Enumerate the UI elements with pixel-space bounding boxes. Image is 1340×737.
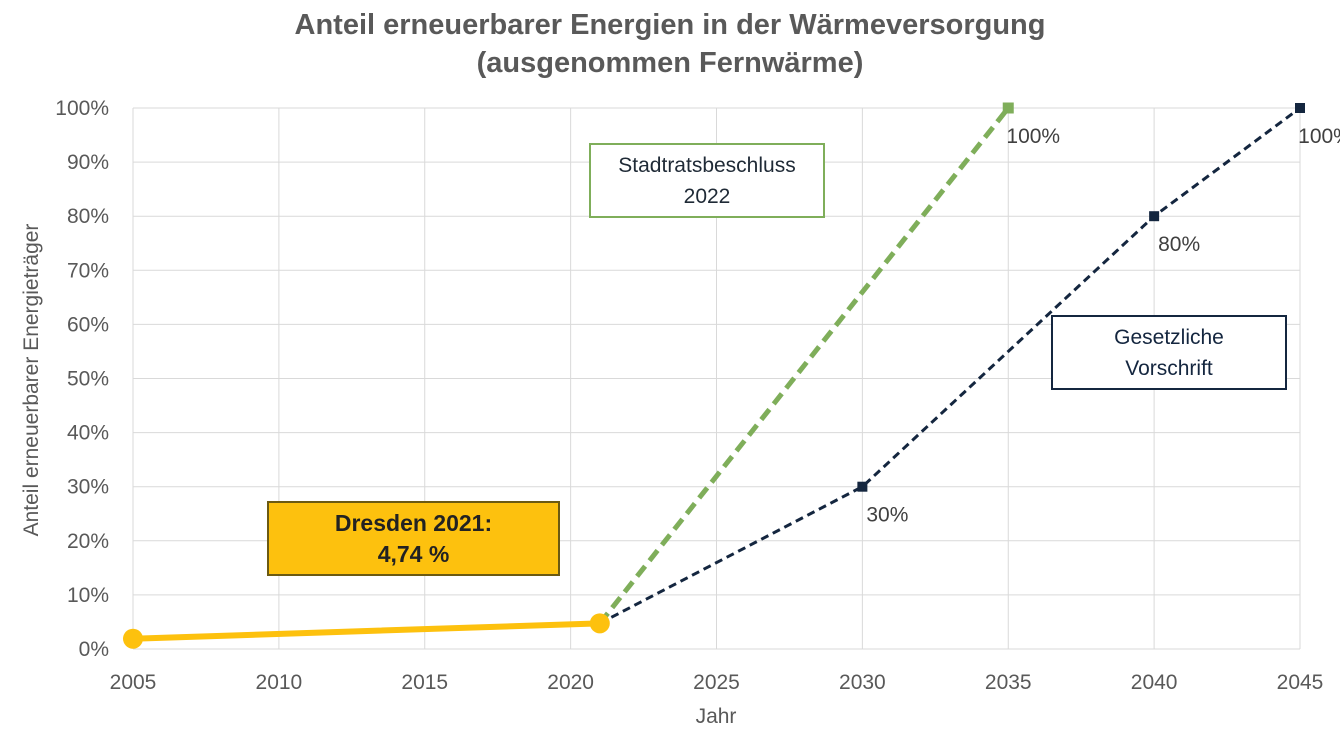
data-point-dresden	[123, 628, 143, 649]
y-tick-label: 40%	[67, 422, 109, 445]
chart-title-line2: (ausgenommen Fernwärme)	[476, 47, 864, 79]
x-tick-label: 2010	[256, 671, 303, 694]
y-tick-label: 70%	[67, 259, 109, 282]
x-tick-label: 2035	[985, 671, 1032, 694]
annotation-gesetzliche-vorschrift: Gesetzliche Vorschrift	[1051, 315, 1287, 390]
y-axis-title: Anteil erneuerbarer Energieträger	[20, 224, 43, 537]
data-point-stadtratsbeschluss-2022	[1002, 102, 1014, 114]
annotation-stadtratsbeschluss: Stadtratsbeschluss 2022	[589, 143, 825, 218]
annotation-dresden-line1: Dresden 2021:	[334, 509, 493, 536]
series-line-dresden	[130, 620, 603, 642]
data-point-gesetzliche-vorschrift	[857, 481, 868, 492]
x-tick-label: 2040	[1131, 671, 1178, 694]
y-tick-label: 10%	[67, 584, 109, 607]
series-lines	[130, 106, 1301, 642]
annotation-stadtrat-line1: Stadtratsbeschluss	[618, 153, 796, 177]
chart-title-line1: Anteil erneuerbarer Energien in der Wärm…	[294, 9, 1046, 41]
x-tick-label: 2030	[839, 671, 886, 694]
y-tick-label: 20%	[67, 530, 109, 553]
x-tick-label: 2020	[547, 671, 594, 694]
data-point-gesetzliche-vorschrift	[1149, 211, 1160, 222]
data-labels: 100% 30% 80% 100%	[866, 125, 1340, 527]
annotation-stadtrat-line2: 2022	[683, 184, 731, 208]
y-tick-label: 60%	[67, 313, 109, 336]
chart-title: Anteil erneuerbarer Energien in der Wärm…	[0, 6, 1340, 82]
data-label: 30%	[866, 504, 908, 527]
annotation-gesetz-line2: Vorschrift	[1125, 356, 1213, 380]
x-axis-ticks: 2005 2010 2015 2020 2025 2030 2035 2040 2045	[110, 671, 1324, 694]
y-tick-label: 30%	[67, 476, 109, 499]
data-label: 80%	[1158, 233, 1200, 256]
series-markers	[123, 102, 1305, 649]
data-point-gesetzliche-vorschrift	[1295, 103, 1305, 113]
annotation-dresden-line2: 4,74 %	[377, 540, 450, 567]
series-line-gesetzliche-vorschrift	[599, 106, 1301, 625]
x-tick-label: 2015	[401, 671, 448, 694]
data-label: 100%	[1006, 125, 1060, 148]
y-axis-ticks: 0% 10% 20% 30% 40% 50% 60% 70% 80% 90% 100%	[55, 97, 109, 661]
x-tick-label: 2045	[1277, 671, 1324, 694]
y-tick-label: 90%	[67, 151, 109, 174]
x-tick-label: 2005	[110, 671, 157, 694]
data-point-dresden	[589, 613, 610, 634]
y-tick-label: 0%	[79, 638, 109, 661]
annotation-gesetz-line1: Gesetzliche	[1114, 325, 1224, 349]
series-line-stadtratsbeschluss-2022	[597, 106, 1011, 625]
data-label: 100%	[1298, 125, 1340, 148]
y-tick-label: 100%	[55, 97, 109, 120]
y-tick-label: 80%	[67, 205, 109, 228]
x-axis-title: Jahr	[696, 705, 737, 728]
annotation-dresden-2021: Dresden 2021: 4,74 %	[267, 501, 560, 576]
y-tick-label: 50%	[67, 368, 109, 391]
x-tick-label: 2025	[693, 671, 740, 694]
